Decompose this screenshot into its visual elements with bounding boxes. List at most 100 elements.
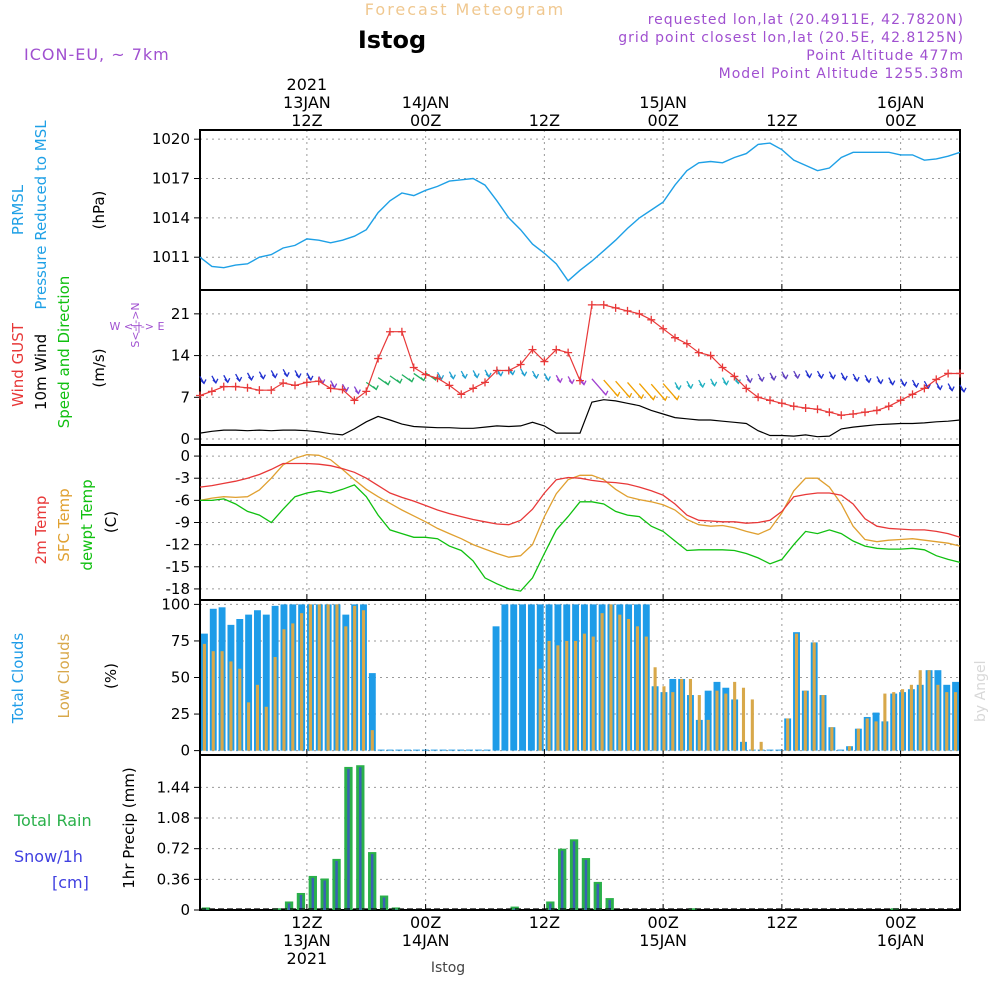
compass-vertical: S<-|->N [129,302,142,347]
low-cloud-bar [945,692,949,751]
snow-bar [287,903,291,910]
wind-arrow-head [913,382,920,389]
total-cloud-bar [457,749,465,751]
wind-gust-marker [409,363,418,372]
wind-gust-marker [386,327,394,336]
y-axis-label-2m: 2m Temp [32,496,50,565]
wind-gust-marker [481,378,489,387]
snow-bar [513,908,516,910]
total-cloud-bar [483,749,491,751]
low-cloud-bar [361,610,366,751]
wind-arrow-head [806,373,813,379]
top-time-label: 14JAN [402,93,450,112]
wind-gust-marker [445,381,454,390]
wind-gust-marker [338,385,347,394]
bottom-time-label: 2021 [287,949,328,968]
wind-gust-marker [326,384,335,393]
wind-arrow-head [794,373,801,380]
total-cloud-bar [501,604,509,751]
wind-arrow-head [449,374,456,380]
wind-gust-marker [243,383,252,392]
y-tick-label: 0 [180,742,190,760]
low-cloud-bar [724,693,728,751]
wind-gust-marker [576,376,584,385]
y-tick-label: 0 [180,430,190,448]
low-cloud-bar [556,645,560,751]
bottom-time-label: 00Z [647,913,678,932]
sfc-temp-line [199,453,961,558]
rain-bar [391,907,401,910]
wind-gust-marker [896,396,905,405]
wind-arrow-head [533,373,540,380]
top-time-label: 12Z [766,111,797,130]
y-axis-label-gust: Wind GUST [9,322,27,407]
model-name: ICON-EU, ~ 7km [24,45,170,64]
top-time-label: 16JAN [877,93,925,112]
wind-arrow-head [687,383,694,390]
top-time-label: 12Z [291,111,322,130]
snow-bar [549,903,552,910]
y-axis-label-pressure: Pressure Reduced to MSL [32,120,50,310]
wind-gust-marker [231,382,240,391]
y-tick-label: 1.08 [157,809,190,827]
snow-bar [394,909,398,910]
top-time-label: 00Z [647,111,678,130]
y-tick-label: -12 [166,536,191,554]
wind-arrow-head [259,374,266,380]
total-cloud-bar [510,604,518,751]
low-cloud-bar [574,640,578,751]
low-cloud-bar [300,613,304,751]
low-cloud-bar [803,690,807,751]
wind-arrow-head [626,392,633,399]
wind-gust-marker [397,327,406,336]
top-time-label: 12Z [529,111,560,130]
wind-gust-marker [671,333,679,342]
low-cloud-bar [697,695,701,751]
low-cloud-bar [715,690,719,751]
wind-gust-marker [730,372,739,381]
wind-gust-marker [694,348,703,357]
wind-gust-marker [302,378,311,387]
total-cloud-bar [837,749,845,751]
wind-arrow-head [829,374,836,380]
y-axis-label-ms: (m/s) [90,348,108,387]
wind-arrow-head [521,371,528,377]
low-cloud-bar [688,678,693,751]
low-cloud-bar [909,684,913,751]
requested-point: requested lon,lat (20.4911E, 42.7820N) [648,12,964,28]
low-cloud-bar [618,614,622,751]
y-axis-label-sfc: SFC Temp [55,488,73,561]
low-cloud-bar [538,668,542,751]
snow-bar [370,854,374,910]
top-time-label: 13JAN [283,93,331,112]
y-axis-label-c: (C) [102,511,120,533]
wind-arrow-head [473,373,480,379]
precip-panel: 0 0.36 0.72 1.08 1.44 Total Rain Snow/1h [cm] 1h… [13,754,961,919]
compass-horizontal: W <-|-> E [110,320,165,333]
wind-arrow-head [675,385,682,391]
wind-gust-marker [587,300,596,309]
wind-arrow-head [461,373,468,380]
total-cloud-bar [519,604,527,751]
wind-gust-marker [564,348,573,357]
wind-gust-marker [908,390,917,399]
low-cloud-bar [830,727,834,751]
low-cloud-bar [202,643,206,751]
total-cloud-bar [413,749,420,751]
top-time-label: 00Z [885,111,916,130]
total-cloud-bar [386,749,394,751]
wind-arrow-head [271,373,278,379]
total-cloud-bar [421,749,429,751]
low-cloud-bar [901,689,905,751]
wind-gust-marker [777,399,786,408]
low-cloud-bar [821,695,825,751]
credit-watermark: by Angel [973,661,989,722]
wind-arrow-head [384,380,391,386]
label-total-rain: Total Rain [13,811,92,830]
wind-arrow-head [372,385,379,391]
wind-gust-marker [279,379,288,387]
wind-panel: 0 7 14 21 Wind GUST 10m Wind Speed and Directi… [9,276,967,448]
snow-bar [359,767,362,910]
low-cloud-bar [856,728,860,751]
